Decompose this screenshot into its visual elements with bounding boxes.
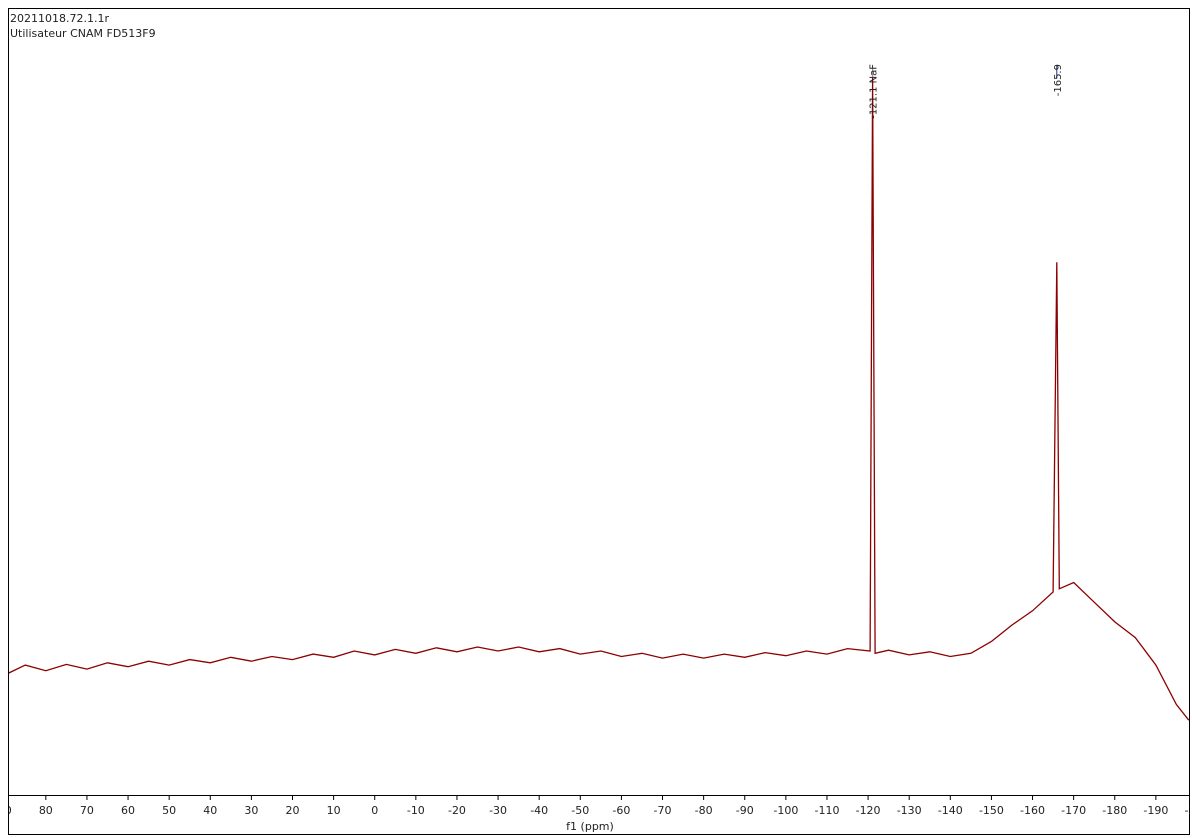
spectrum-line [9, 77, 1190, 721]
x-tick-label: 10 [327, 804, 341, 817]
x-tick-label: 50 [162, 804, 176, 817]
x-tick-label: 70 [80, 804, 94, 817]
x-tick-label: -130 [897, 804, 922, 817]
x-tick-label: -150 [979, 804, 1004, 817]
x-tick-label: -30 [489, 804, 507, 817]
x-tick-label: 60 [121, 804, 135, 817]
x-tick-label: -160 [1020, 804, 1045, 817]
file-name: 20211018.72.1.1r [10, 12, 109, 25]
x-axis-label: f1 (ppm) [566, 820, 614, 833]
x-tick-label: -120 [856, 804, 881, 817]
x-tick-label: -50 [571, 804, 589, 817]
x-tick-label: -70 [654, 804, 672, 817]
x-tick-label: -110 [814, 804, 839, 817]
x-tick-label: 30 [244, 804, 258, 817]
user-info: Utilisateur CNAM FD513F9 [10, 27, 156, 40]
x-tick-label: 90 [0, 804, 12, 817]
x-tick-label: 0 [371, 804, 378, 817]
x-tick-label: 40 [203, 804, 217, 817]
x-tick-label: -190 [1143, 804, 1168, 817]
plot-area: 90 80 70 60 50 40 30 20 10 0 -10 -20 -30 -40 -50 -60 -70… [0, 66, 1192, 817]
x-tick-label: -60 [612, 804, 630, 817]
x-tick-label: -180 [1102, 804, 1127, 817]
peak-label: -165.9 [1053, 64, 1064, 96]
x-tick-label: -90 [736, 804, 754, 817]
x-tick-label: -20 [448, 804, 466, 817]
x-tick-label: -200 [1185, 804, 1192, 817]
x-tick-label: -170 [1061, 804, 1086, 817]
x-tick-label: 20 [286, 804, 300, 817]
x-tick-label: 80 [39, 804, 53, 817]
x-tick-label: -40 [530, 804, 548, 817]
x-tick-label: -100 [773, 804, 798, 817]
x-tick-label: -80 [695, 804, 713, 817]
x-tick-label: -140 [938, 804, 963, 817]
x-tick-label: -10 [407, 804, 425, 817]
peak-label: -121.1 NaF [869, 64, 880, 119]
frame [8, 8, 1190, 835]
